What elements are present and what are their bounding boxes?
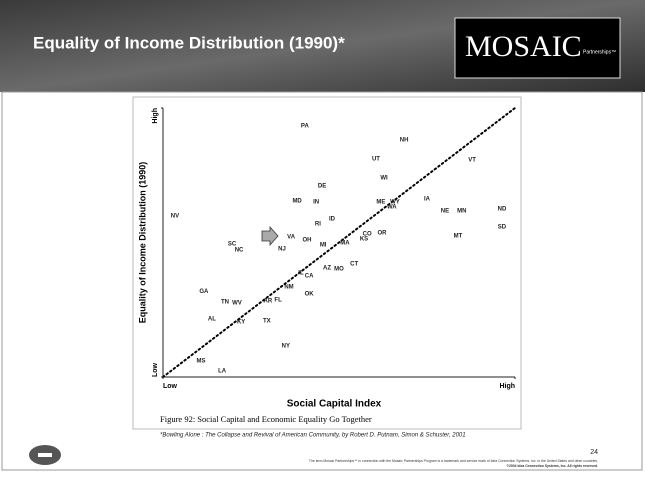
logo-box <box>454 17 621 79</box>
caption: Figure 92: Social Capital and Economic E… <box>160 414 372 424</box>
point-label: MS <box>197 359 206 365</box>
point-label: WY <box>390 199 400 205</box>
footer-line: ©2004 Idea Connection Systems, Inc. All … <box>506 464 598 468</box>
y-tick-label: Low <box>152 362 159 377</box>
point-label: OK <box>305 291 315 297</box>
point-label: MO <box>334 267 344 273</box>
point-label: MT <box>454 234 463 240</box>
footnote: *Bowling Alone : The Collapse and Reviva… <box>160 433 466 439</box>
point-label: SC <box>228 242 237 248</box>
point-label: PA <box>301 124 310 130</box>
point-label: TN <box>221 300 229 306</box>
point-label: ND <box>498 206 507 212</box>
point-label: DE <box>318 184 326 190</box>
x-tick-label: Low <box>163 383 178 390</box>
point-label: CA <box>305 274 314 280</box>
point-label: AR <box>264 298 273 304</box>
logo-sub: Partnerships™ <box>583 49 616 55</box>
point-label: LA <box>218 369 227 375</box>
point-label: OH <box>302 238 311 244</box>
point-label: UT <box>372 157 380 163</box>
point-label: OR <box>377 231 387 237</box>
footer-line: The term Mosaic Partnerships™ in connect… <box>309 459 598 463</box>
point-label: ME <box>376 199 385 205</box>
point-label: NC <box>235 248 244 254</box>
point-label: MA <box>340 241 350 247</box>
point-label: MN <box>457 209 466 215</box>
footer-logo-mark <box>38 453 52 457</box>
point-label: FL <box>274 298 282 304</box>
y-axis-label: Equality of Income Distribution (1990) <box>137 162 147 324</box>
point-label: MD <box>292 199 302 205</box>
point-label: NH <box>400 138 409 144</box>
point-label: CT <box>350 262 358 268</box>
plot: Low High Low High Social Capital Index Equali… <box>137 107 516 424</box>
page-number: 24 <box>590 449 598 456</box>
point-label: KY <box>237 320 245 326</box>
point-label: IL <box>298 270 304 276</box>
point-label: NE <box>441 209 449 215</box>
arrow <box>261 225 279 247</box>
point-label: NM <box>284 284 293 290</box>
point-label: NV <box>171 213 179 219</box>
point-label: WA <box>387 205 397 211</box>
point-label: AL <box>208 316 216 322</box>
x-axis-label: Social Capital Index <box>287 399 382 410</box>
point-label: AZ <box>323 266 331 272</box>
slide-title: Equality of Income Distribution (1990)* <box>33 33 345 52</box>
y-tick-label: High <box>152 108 159 124</box>
point-label: IA <box>424 197 431 203</box>
slide-border <box>1 91 643 471</box>
point-label: WI <box>380 176 388 182</box>
point-label: TX <box>263 319 271 325</box>
point-label: WV <box>232 301 242 307</box>
x-tick-label: High <box>499 383 515 390</box>
point-label: MI <box>320 242 327 248</box>
point-label: IN <box>313 199 319 205</box>
point-label: GA <box>199 289 209 295</box>
point-label: VT <box>468 157 476 163</box>
point-label: RI <box>315 222 321 228</box>
reference-line <box>162 107 516 378</box>
point-label: SD <box>498 224 507 230</box>
point-label: VA <box>287 235 296 241</box>
point-label: CO <box>363 231 372 237</box>
point-label: KS <box>360 237 368 243</box>
logo: MOSAIC <box>465 30 582 63</box>
point-label: NY <box>282 344 290 350</box>
point-label: ID <box>329 217 336 223</box>
point-label: NJ <box>278 247 286 253</box>
